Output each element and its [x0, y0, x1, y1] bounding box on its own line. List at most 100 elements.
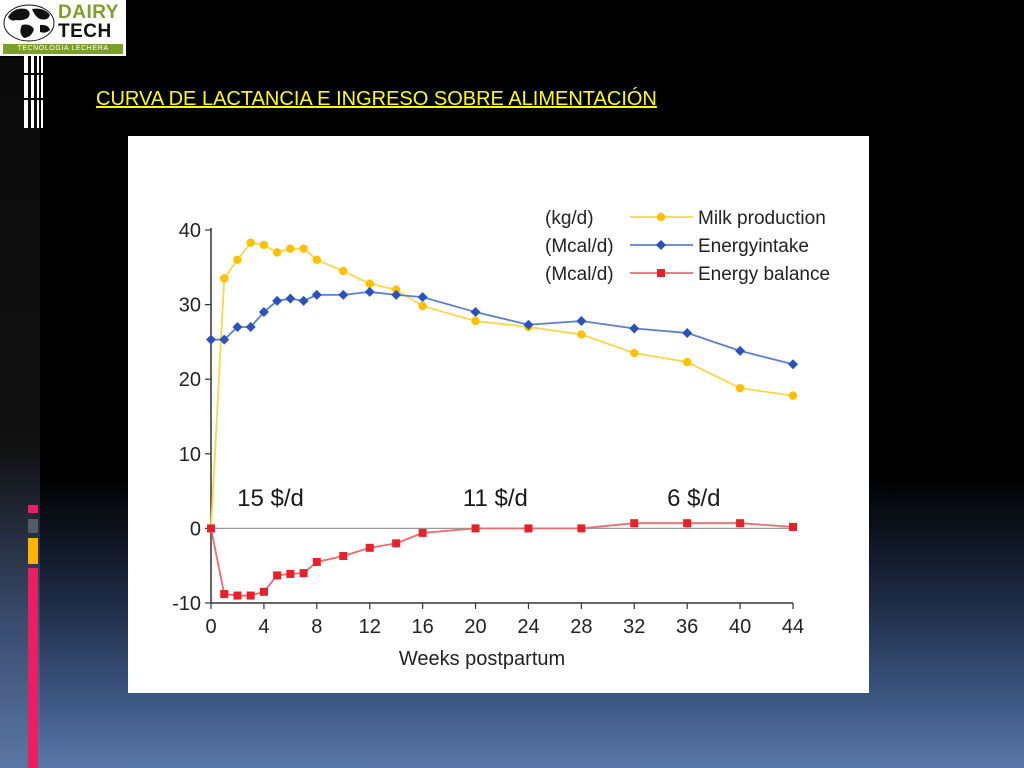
data-point-energy-balance [246, 591, 255, 600]
y-tick-label: 10 [179, 444, 201, 466]
data-point-energy-balance [339, 552, 348, 561]
legend-marker-milk-production [656, 212, 666, 222]
data-point-energy-intake [219, 334, 230, 345]
x-tick-label: 44 [782, 616, 804, 638]
data-point-energy-intake [417, 292, 428, 303]
data-point-energy-balance [392, 539, 401, 548]
data-point-milk-production [299, 244, 308, 253]
legend-unit-milk-production: (kg/d) [545, 208, 594, 229]
data-point-energy-intake [735, 345, 746, 356]
data-point-milk-production [682, 357, 692, 367]
legend-label-milk-production: Milk production [698, 208, 826, 229]
data-point-milk-production [391, 285, 401, 294]
x-tick-label: 0 [205, 616, 216, 638]
data-point-milk-production [365, 279, 374, 288]
data-point-energy-balance [312, 557, 321, 566]
income-over-feed-annotation: 6 $/d [667, 485, 720, 512]
data-point-energy-balance [220, 590, 229, 599]
data-point-energy-balance [683, 519, 692, 528]
data-point-milk-production [339, 266, 348, 276]
data-point-energy-intake [285, 293, 296, 304]
lactation-chart-panel: -10 0 10 20 30 40 0 4 8 12 16 20 24 28 32 36 40 44 Weeks p… [128, 136, 869, 693]
data-point-milk-production [286, 244, 295, 253]
data-point-energy-balance [418, 528, 427, 537]
x-tick-label: 4 [258, 616, 269, 638]
accent-stripe-gray [28, 519, 38, 533]
data-point-energy-intake [232, 321, 243, 332]
data-point-milk-production [312, 255, 322, 265]
data-point-energy-balance [471, 524, 480, 533]
legend-marker-energy-intake [656, 240, 666, 250]
data-point-milk-production [788, 391, 798, 400]
data-point-energy-intake [391, 289, 402, 300]
series-line-energy-balance [210, 522, 794, 597]
data-point-milk-production [735, 383, 745, 393]
accent-stripe-orange [28, 538, 38, 564]
data-point-milk-production [246, 238, 255, 247]
data-point-energy-intake [629, 323, 640, 334]
data-point-energy-intake [682, 327, 693, 338]
data-point-milk-production [233, 255, 242, 265]
data-point-energy-intake [470, 307, 481, 318]
data-point-energy-balance [259, 587, 268, 596]
x-tick-label: 32 [623, 616, 645, 638]
x-tick-label: 12 [359, 616, 381, 638]
data-point-energy-balance [736, 519, 745, 528]
y-tick-label: -10 [172, 593, 201, 615]
data-point-energy-balance [299, 569, 308, 578]
y-tick-label: 0 [190, 518, 201, 540]
data-point-milk-production [418, 301, 427, 311]
data-point-milk-production [272, 248, 282, 257]
data-point-milk-production [259, 240, 269, 250]
x-tick-label: 40 [729, 616, 751, 638]
data-point-milk-production [220, 274, 229, 283]
data-point-energy-balance [577, 524, 586, 533]
data-point-energy-balance [365, 543, 374, 552]
data-point-energy-balance [286, 569, 295, 578]
data-point-energy-intake [576, 316, 587, 327]
data-point-energy-intake [788, 359, 798, 370]
x-tick-label: 24 [517, 616, 539, 638]
logo-text-dairy: DAIRY [58, 2, 119, 23]
data-point-energy-intake [364, 286, 375, 297]
data-point-energy-intake [523, 319, 534, 330]
slide-title: CURVA DE LACTANCIA E INGRESO SOBRE ALIME… [96, 88, 657, 110]
legend-label-energy-intake: Energyintake [698, 236, 809, 257]
data-point-milk-production [577, 330, 586, 339]
logo-text-tech: TECH [58, 21, 112, 42]
data-point-energy-balance [207, 524, 215, 533]
data-point-energy-intake [338, 289, 349, 300]
legend-label-energy-balance: Energy balance [698, 264, 830, 285]
data-point-energy-balance [630, 519, 639, 528]
y-tick-label: 20 [179, 369, 201, 391]
x-axis-label: Weeks postpartum [399, 648, 565, 670]
data-point-energy-intake [258, 307, 269, 318]
x-tick-label: 8 [311, 616, 322, 638]
y-tick-label: 40 [179, 220, 201, 242]
data-point-energy-intake [272, 295, 283, 306]
data-point-energy-intake [206, 334, 216, 345]
data-point-energy-balance [789, 522, 797, 531]
y-tick-label: 30 [179, 295, 201, 317]
legend-marker-energy-balance [657, 269, 665, 277]
x-tick-label: 36 [676, 616, 698, 638]
data-point-energy-balance [233, 591, 242, 600]
legend-unit-energy-balance: (Mcal/d) [545, 264, 614, 285]
dairy-tech-logo: DAIRY TECH TECNOLOGIA LECHERA [0, 0, 126, 56]
x-tick-label: 28 [570, 616, 592, 638]
series-line-energy-intake [211, 291, 794, 366]
accent-stripe-pink-long [28, 568, 38, 768]
data-point-milk-production [471, 316, 480, 326]
data-point-energy-intake [298, 295, 309, 306]
data-point-energy-intake [245, 321, 256, 332]
income-over-feed-annotation: 11 $/d [463, 485, 528, 512]
x-tick-label: 20 [464, 616, 486, 638]
accent-stripe-pink-top [28, 505, 38, 513]
income-over-feed-annotation: 15 $/d [237, 485, 304, 512]
globe-icon [2, 3, 56, 48]
data-point-energy-balance [273, 571, 282, 580]
x-tick-label: 16 [412, 616, 434, 638]
data-point-energy-balance [524, 524, 533, 533]
data-point-energy-intake [311, 289, 322, 300]
legend-unit-energy-intake: (Mcal/d) [545, 236, 614, 257]
